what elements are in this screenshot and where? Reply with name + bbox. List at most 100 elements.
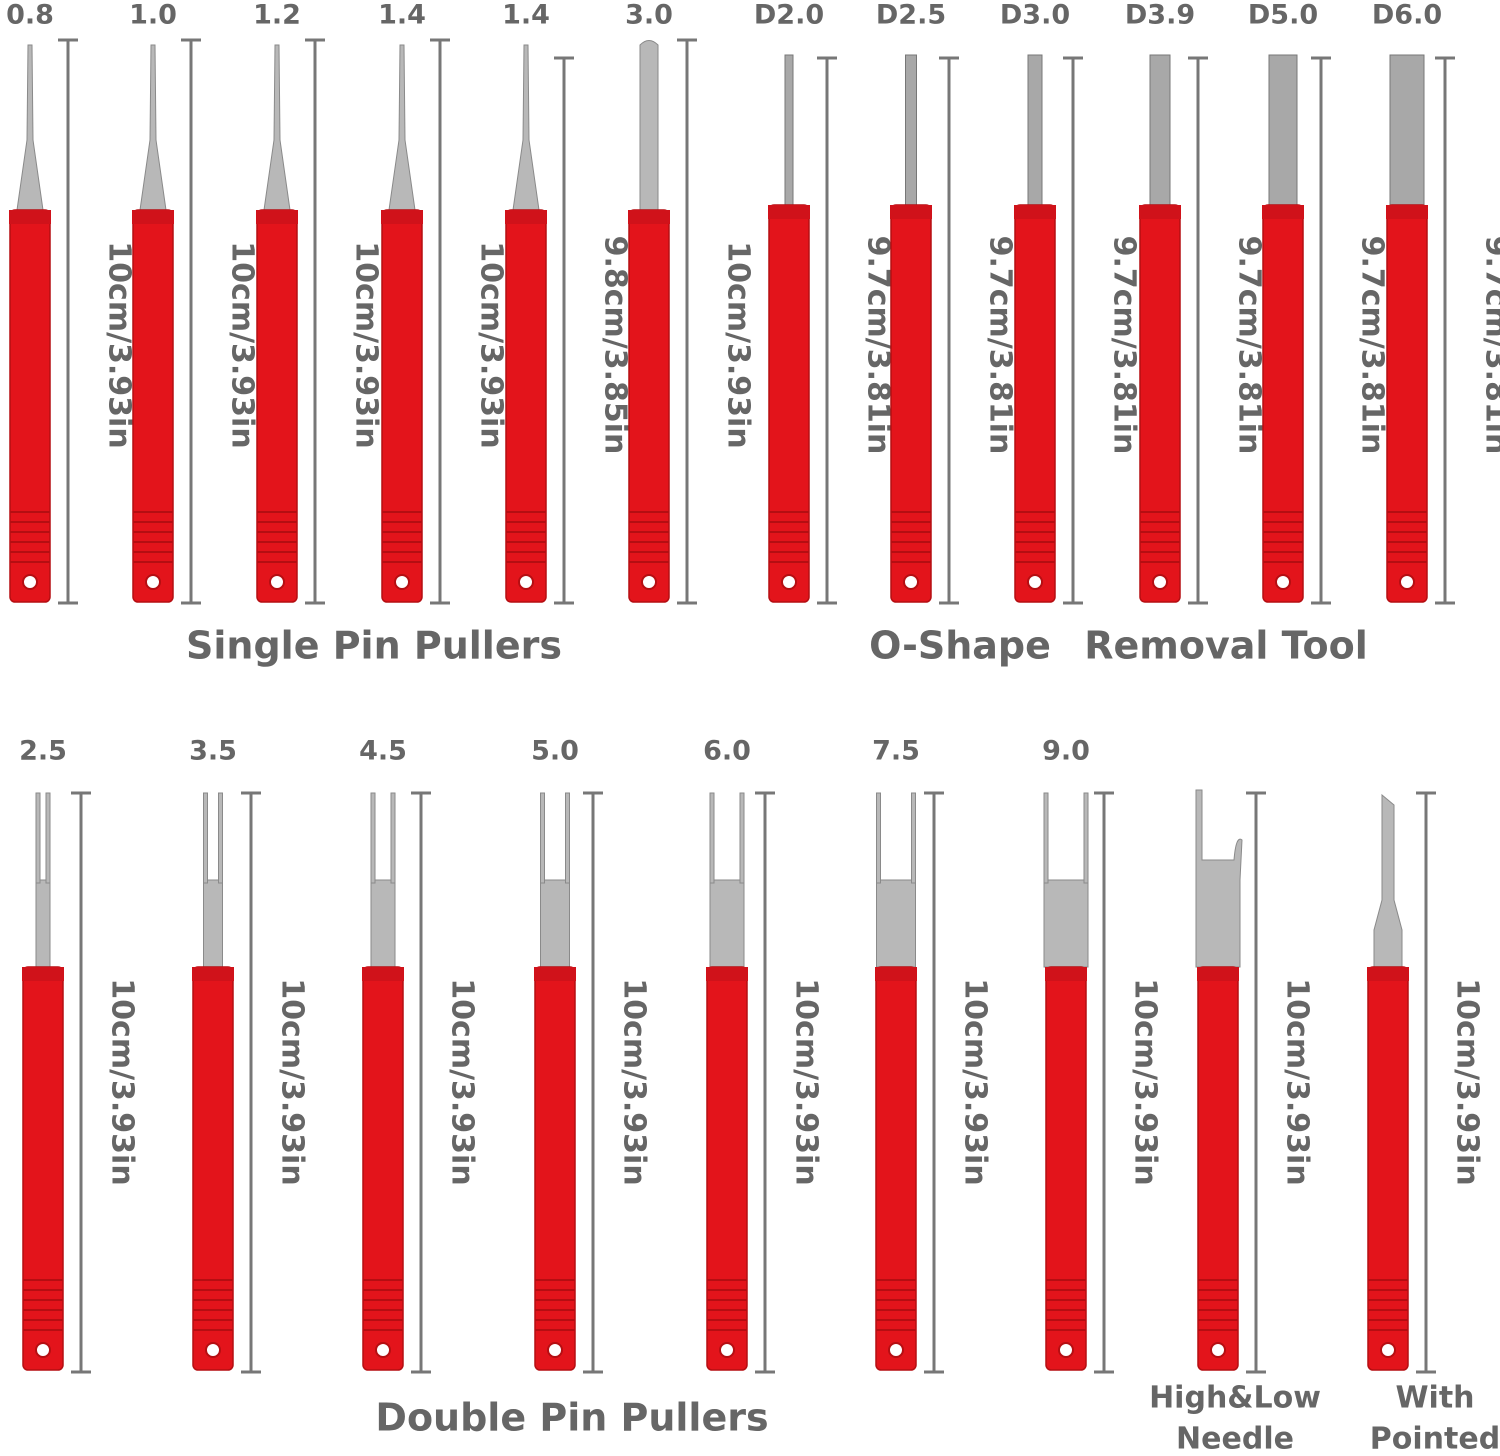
handle-collar xyxy=(1386,205,1428,219)
fork-shaft xyxy=(203,879,223,968)
hang-hole xyxy=(781,574,797,590)
size-label: D5.0 xyxy=(1248,0,1318,31)
length-label: 10cm/3.93in xyxy=(958,978,993,1185)
length-label: 10cm/3.93in xyxy=(102,241,137,448)
handle xyxy=(628,209,670,603)
fork-prong xyxy=(739,792,745,884)
hang-hole xyxy=(145,574,161,590)
caption: Removal Tool xyxy=(1084,624,1368,668)
size-label: 0.8 xyxy=(6,0,54,31)
handle-collar xyxy=(505,210,547,224)
handle xyxy=(381,209,423,603)
handle-collar xyxy=(534,967,576,981)
tube-tip xyxy=(1389,54,1425,206)
fork-prong xyxy=(1043,792,1049,884)
handle-collar xyxy=(381,210,423,224)
length-label: 9.7cm/3.81in xyxy=(1355,236,1390,455)
tube-tip xyxy=(1149,54,1171,206)
size-label: 1.0 xyxy=(129,0,177,31)
tube-tip xyxy=(1268,54,1298,206)
fork-shaft xyxy=(370,879,396,968)
fork-shaft xyxy=(540,879,570,968)
length-label: 10cm/3.93in xyxy=(225,241,260,448)
hang-hole xyxy=(1275,574,1291,590)
fork-prong xyxy=(540,792,545,884)
fork-prong xyxy=(35,792,41,884)
fork-prong xyxy=(203,792,208,884)
size-label: 1.4 xyxy=(502,0,550,31)
tube-tip xyxy=(905,54,917,206)
size-label: 6.0 xyxy=(703,736,751,767)
fork-prong xyxy=(45,792,51,884)
tube-tip xyxy=(784,54,794,206)
pointed-tip xyxy=(1373,793,1403,968)
handle-collar xyxy=(768,205,810,219)
fork-shaft xyxy=(35,879,51,968)
length-label: 9.7cm/3.81in xyxy=(1107,236,1142,455)
hang-hole xyxy=(1027,574,1043,590)
hang-hole xyxy=(1058,1342,1074,1358)
size-label: D3.0 xyxy=(1000,0,1070,31)
caption: Pointed xyxy=(1370,1422,1500,1456)
handle-collar xyxy=(22,967,64,981)
size-label: D2.5 xyxy=(876,0,946,31)
fork-prong xyxy=(218,792,223,884)
hang-hole xyxy=(394,574,410,590)
needle-tip xyxy=(388,44,416,211)
hang-hole xyxy=(1152,574,1168,590)
flat-tip xyxy=(639,40,659,211)
length-label: 9.7cm/3.81in xyxy=(861,236,896,455)
hang-hole xyxy=(205,1342,221,1358)
length-label: 9.7cm/3.81in xyxy=(1479,236,1500,455)
length-label: 9.7cm/3.81in xyxy=(1232,236,1267,455)
length-label: 9.7cm/3.81in xyxy=(983,236,1018,455)
handle-collar xyxy=(1139,205,1181,219)
needle-tip xyxy=(512,44,540,211)
length-label: 9.8cm/3.85in xyxy=(598,236,633,455)
size-label: 1.2 xyxy=(253,0,301,31)
needle-tip xyxy=(263,44,291,211)
hang-hole xyxy=(375,1342,391,1358)
caption: High&Low xyxy=(1149,1381,1321,1416)
length-label: 10cm/3.93in xyxy=(105,978,140,1185)
size-label: D2.0 xyxy=(754,0,824,31)
length-label: 10cm/3.93in xyxy=(1128,978,1163,1185)
size-label: 5.0 xyxy=(531,736,579,767)
caption: O-Shape xyxy=(869,624,1051,668)
handle xyxy=(9,209,51,603)
size-label: 3.5 xyxy=(189,736,237,767)
hang-hole xyxy=(269,574,285,590)
length-label: 10cm/3.93in xyxy=(1450,978,1485,1185)
handle-collar xyxy=(628,210,670,224)
handle-collar xyxy=(706,967,748,981)
length-label: 10cm/3.93in xyxy=(789,978,824,1185)
size-label: 9.0 xyxy=(1042,736,1090,767)
hang-hole xyxy=(719,1342,735,1358)
hang-hole xyxy=(1380,1342,1396,1358)
handle xyxy=(505,209,547,603)
handle-collar xyxy=(132,210,174,224)
size-label: 7.5 xyxy=(872,736,920,767)
handle xyxy=(256,209,298,603)
handle-collar xyxy=(1197,967,1239,981)
size-label: 4.5 xyxy=(359,736,407,767)
hang-hole xyxy=(641,574,657,590)
handle-collar xyxy=(1367,967,1409,981)
caption: Single Pin Pullers xyxy=(186,624,562,668)
length-label: 10cm/3.93in xyxy=(349,241,384,448)
length-label: 10cm/3.93in xyxy=(275,978,310,1185)
hang-hole xyxy=(1399,574,1415,590)
size-label: 3.0 xyxy=(625,0,673,31)
length-label: 10cm/3.93in xyxy=(1280,978,1315,1185)
needle-tip xyxy=(16,44,44,211)
handle-collar xyxy=(1045,967,1087,981)
handle-collar xyxy=(256,210,298,224)
caption: Double Pin Pullers xyxy=(375,1396,768,1440)
handle-collar xyxy=(9,210,51,224)
fork-shaft xyxy=(1043,879,1089,968)
fork-shaft xyxy=(876,879,916,968)
size-label: D3.9 xyxy=(1125,0,1195,31)
handle-collar xyxy=(890,205,932,219)
length-label: 10cm/3.93in xyxy=(474,241,509,448)
